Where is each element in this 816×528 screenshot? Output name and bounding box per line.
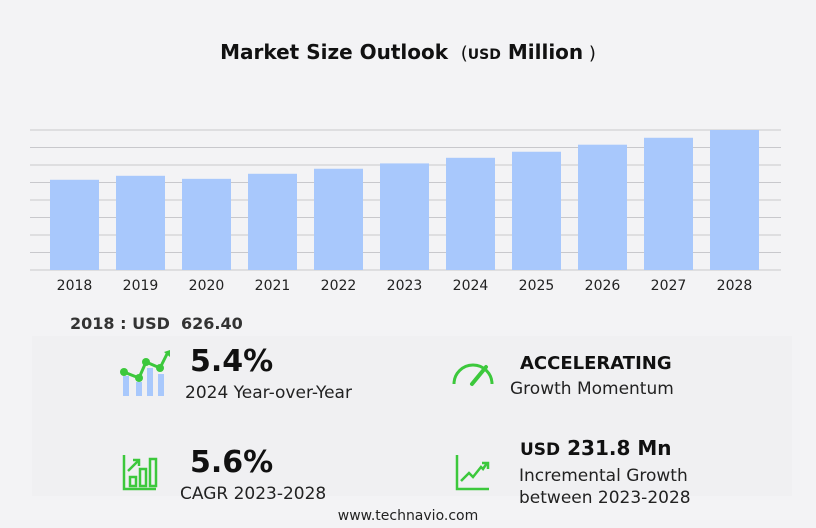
incremental-prefix: USD: [520, 440, 561, 460]
x-tick-label: 2022: [321, 278, 357, 294]
x-tick-label: 2020: [189, 278, 225, 294]
cagr-label: CAGR 2023-2028: [180, 484, 327, 504]
incremental-amount: 231.8 Mn: [567, 436, 672, 460]
x-tick-label: 2019: [123, 278, 159, 294]
x-tick-label: 2026: [585, 278, 621, 294]
bar-2019: [116, 175, 165, 270]
bar-2021: [248, 173, 297, 270]
cagr-value: 5.6%: [190, 445, 274, 480]
bar-2025: [512, 151, 561, 270]
momentum-value: ACCELERATING: [520, 353, 672, 374]
x-tick-label: 2023: [387, 278, 423, 294]
speedometer-icon: [452, 363, 494, 386]
bar-2022: [314, 168, 363, 270]
incremental-label-1: Incremental Growth: [519, 466, 688, 486]
footer-url: www.technavio.com: [337, 508, 479, 524]
x-tick-label: 2021: [255, 278, 291, 294]
bar-2028: [710, 130, 759, 270]
bar-chart: 2018 2019 2020 2021 2022 2023 2024 2025 2026 2027…: [30, 129, 781, 294]
base-year-value: 2018 : USD 626.40: [70, 314, 243, 333]
chart-title: Market Size Outlook (USD Million ): [220, 40, 596, 64]
bar-2018: [50, 179, 99, 270]
x-tick-label: 2028: [717, 278, 753, 294]
x-tick-label: 2018: [57, 278, 93, 294]
bar-2026: [578, 144, 627, 270]
yoy-value: 5.4%: [190, 344, 274, 379]
bar-2024: [446, 157, 495, 270]
bar-2027: [644, 137, 693, 270]
momentum-label: Growth Momentum: [510, 379, 674, 399]
growth-chart-icon: [120, 350, 170, 396]
stats-panel: [32, 336, 792, 496]
bar-2023: [380, 163, 429, 270]
cagr-bars-icon: [122, 455, 158, 491]
bar-2020: [182, 178, 231, 270]
yoy-label: 2024 Year-over-Year: [185, 383, 352, 403]
title-text: Market Size Outlook: [220, 40, 449, 64]
title-unit-prefix: USD: [467, 47, 501, 63]
x-tick-label: 2025: [519, 278, 555, 294]
x-tick-label: 2024: [453, 278, 489, 294]
x-tick-label: 2027: [651, 278, 687, 294]
incremental-value: USD 231.8 Mn: [520, 436, 672, 460]
incremental-growth-icon: [455, 455, 490, 491]
incremental-label-2: between 2023-2028: [519, 488, 691, 508]
title-unit: Million: [507, 40, 584, 64]
